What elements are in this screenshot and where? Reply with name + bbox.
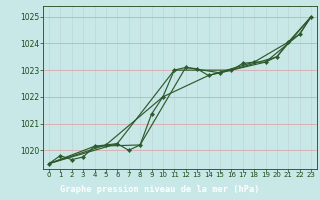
Text: Graphe pression niveau de la mer (hPa): Graphe pression niveau de la mer (hPa) xyxy=(60,185,260,194)
